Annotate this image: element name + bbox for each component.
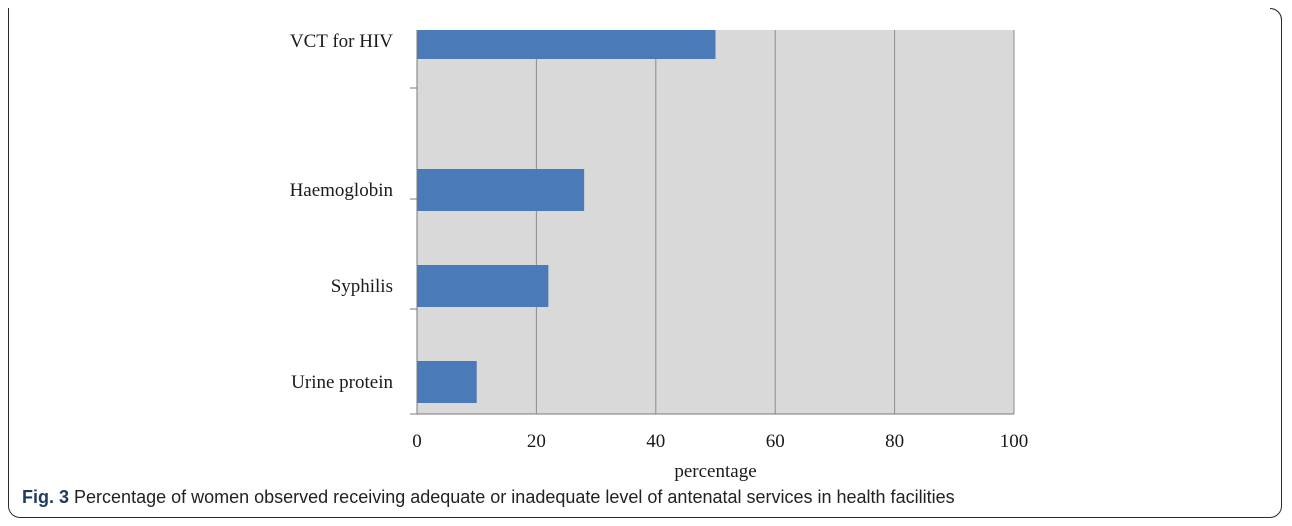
x-tick-labels: 0 20 40 60 80 100 <box>412 431 1028 452</box>
category-label-vct-for-hiv: VCT for HIV <box>290 31 393 52</box>
x-tick-label-100: 100 <box>1000 431 1029 452</box>
figure-caption: Fig. 3 Percentage of women observed rece… <box>22 487 955 508</box>
x-tick-label-20: 20 <box>527 431 546 452</box>
plot-area <box>417 30 1014 414</box>
x-tick-label-60: 60 <box>766 431 785 452</box>
caption-label: Fig. 3 <box>22 487 70 507</box>
bar-urine-protein <box>417 361 477 403</box>
category-label-syphilis: Syphilis <box>331 276 393 297</box>
category-labels: VCT for HIV Haemoglobin Syphilis Urine prot… <box>290 31 394 393</box>
gridlines <box>535 30 1015 414</box>
category-label-urine-protein: Urine protein <box>291 372 393 393</box>
x-tick-label-0: 0 <box>412 431 422 452</box>
x-tick-label-80: 80 <box>885 431 904 452</box>
caption-text: Percentage of women observed receiving a… <box>74 487 955 507</box>
bars <box>417 30 716 403</box>
x-axis-title: percentage <box>674 461 756 482</box>
axes <box>410 30 1014 415</box>
category-label-haemoglobin: Haemoglobin <box>290 180 394 201</box>
bar-haemoglobin <box>417 169 585 211</box>
x-tick-label-40: 40 <box>646 431 665 452</box>
bar-syphilis <box>417 265 549 307</box>
bar-vct-for-hiv <box>417 30 716 59</box>
